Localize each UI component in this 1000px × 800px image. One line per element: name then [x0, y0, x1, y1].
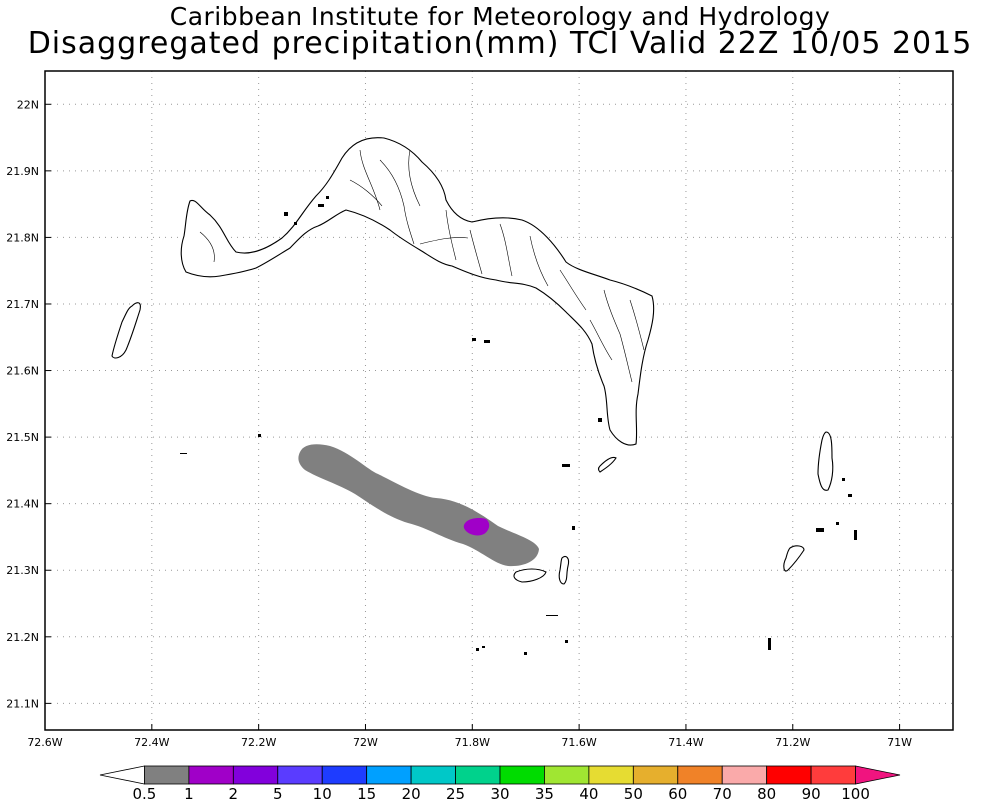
colorbar-label: 80 — [757, 785, 776, 800]
colorbar-box — [410, 765, 456, 785]
colorbar-label: 1 — [184, 785, 194, 800]
colorbar-lower-triangle — [99, 765, 145, 785]
colorbar-box — [232, 765, 279, 785]
lat-tick-label: 21.7N — [6, 298, 39, 311]
island-cay-b — [558, 555, 570, 585]
island-caicos-north — [180, 137, 655, 446]
small-cays — [180, 196, 857, 655]
district-boundaries — [199, 149, 645, 383]
chart-title: Caribbean Institute for Meteorology and … — [169, 2, 831, 31]
plot-frame — [44, 70, 954, 731]
lon-tick-label: 72W — [353, 736, 378, 749]
lat-tick-label: 21.1N — [6, 697, 39, 710]
colorbar-box — [632, 765, 679, 785]
lon-tick-label: 71.8W — [455, 736, 490, 749]
precip-area-purple — [463, 518, 490, 536]
lon-tick-label: 72.4W — [134, 736, 169, 749]
lon-tick-label: 72.2W — [241, 736, 276, 749]
lat-tick-label: 22N — [17, 98, 39, 111]
colorbar-label: 90 — [802, 785, 821, 800]
lon-tick-label: 71W — [887, 736, 912, 749]
island-cay-c — [597, 456, 617, 473]
colorbar-upper-triangle — [855, 765, 901, 785]
colorbar-label: 70 — [713, 785, 732, 800]
colorbar-label: 30 — [490, 785, 509, 800]
island-west-caicos — [111, 302, 141, 359]
colorbar-label: 0.5 — [133, 785, 157, 800]
colorbar-label: 25 — [446, 785, 465, 800]
colorbar-label: 60 — [668, 785, 687, 800]
island-grand-turk — [817, 431, 834, 491]
colorbar-label: 5 — [273, 785, 283, 800]
colorbar-box — [544, 765, 590, 785]
colorbar-labels: 0.5 1 2 5 10 15 20 25 30 35 40 50 60 70 80 90 100 — [133, 785, 870, 800]
colorbar-label: 40 — [579, 785, 598, 800]
colorbar-label: 35 — [535, 785, 554, 800]
island-salt-cay — [783, 545, 805, 572]
lon-tick-label: 71.2W — [775, 736, 810, 749]
lat-tick-label: 21.4N — [6, 498, 39, 511]
colorbar-box — [366, 765, 412, 785]
colorbar — [99, 765, 901, 785]
lat-tick-label: 21.6N — [6, 365, 39, 378]
colorbar-label: 15 — [357, 785, 376, 800]
colorbar-box — [766, 765, 812, 785]
colorbar-label: 2 — [229, 785, 239, 800]
colorbar-box — [277, 765, 323, 785]
colorbar-label: 10 — [313, 785, 332, 800]
colorbar-box — [588, 765, 634, 785]
colorbar-box — [721, 765, 768, 785]
precip-area-grey — [298, 444, 539, 567]
lat-tick-label: 21.3N — [6, 564, 39, 577]
colorbar-box — [144, 765, 190, 785]
lat-tick-label: 21.8N — [6, 231, 39, 244]
colorbar-box — [455, 765, 501, 785]
colorbar-label: 20 — [402, 785, 421, 800]
lat-tick-label: 21.9N — [6, 165, 39, 178]
colorbar-box — [499, 765, 545, 785]
colorbar-label: 50 — [624, 785, 643, 800]
island-south-cay — [513, 568, 547, 583]
lat-tick-label: 21.2N — [6, 631, 39, 644]
colorbar-label: 100 — [841, 785, 870, 800]
coastlines — [111, 137, 834, 585]
colorbar-box — [321, 765, 368, 785]
colorbar-box — [810, 765, 856, 785]
colorbar-box — [677, 765, 723, 785]
lon-tick-label: 71.6W — [561, 736, 596, 749]
axis-ticks: 72.6W 72.4W 72.2W 72W 71.8W 71.6W 71.4W 71.2W 71… — [6, 98, 912, 749]
chart-subtitle: Disaggregated precipitation(mm) TCI Vali… — [27, 26, 973, 61]
lon-tick-label: 72.6W — [27, 736, 62, 749]
lat-tick-label: 21.5N — [6, 431, 39, 444]
lon-tick-label: 71.4W — [668, 736, 703, 749]
colorbar-box — [188, 765, 234, 785]
graticule — [45, 71, 953, 730]
